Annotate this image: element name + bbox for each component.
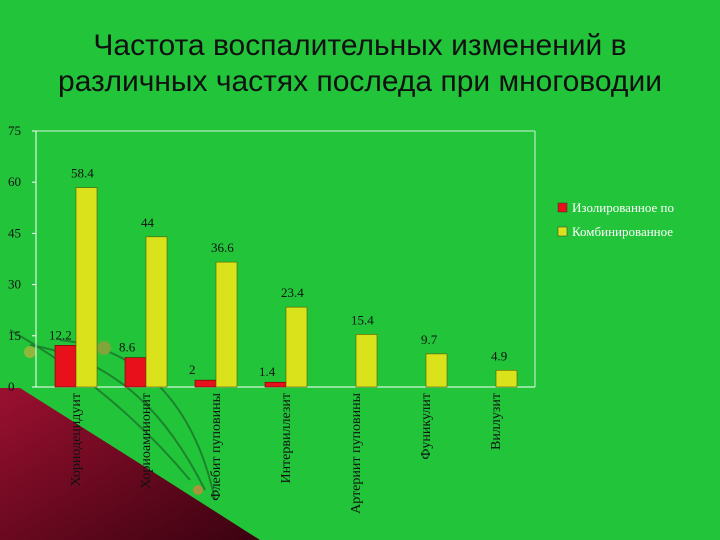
- data-label-combined: 23.4: [281, 285, 304, 300]
- legend-swatch: [557, 226, 568, 237]
- bar-combined: [425, 353, 448, 388]
- data-label-combined: 44: [141, 215, 155, 230]
- x-category-label: Виллузит: [489, 393, 504, 450]
- bar-combined: [495, 369, 518, 388]
- x-category-label: Хориодецидуит: [69, 393, 84, 486]
- slide-title-line-1: Частота воспалительных изменений в: [93, 29, 627, 62]
- x-category-label: Интервиллезит: [279, 393, 294, 484]
- x-category-label: Артериит пуповины: [349, 392, 364, 513]
- data-label-isolated: 2: [189, 362, 196, 377]
- decor-dot: [24, 346, 36, 358]
- data-label-combined: 36.6: [211, 240, 234, 255]
- x-category-label: Флебит пуповины: [209, 392, 224, 500]
- data-label-isolated: 12.2: [49, 327, 72, 342]
- y-tick-label: 0: [8, 379, 15, 394]
- bar-isolated: [124, 357, 147, 388]
- decor-maroon-wedge: [0, 388, 260, 540]
- y-tick-label: 45: [8, 225, 21, 240]
- bar-combined: [355, 334, 378, 388]
- data-label-combined: 15.4: [351, 312, 374, 327]
- slide-title: Частота воспалительных изменений в разли…: [0, 28, 720, 100]
- decor-dot: [97, 341, 111, 355]
- bar-isolated: [264, 381, 287, 388]
- y-tick-label: 30: [8, 277, 21, 292]
- data-label-combined: 58.4: [71, 166, 94, 181]
- x-category-label: Хориоамнионит: [139, 393, 154, 489]
- data-label-combined: 9.7: [421, 332, 438, 347]
- data-label-isolated: 1.4: [259, 364, 276, 379]
- legend-label: Изолированное по: [572, 200, 674, 215]
- y-tick-label: 60: [8, 174, 21, 189]
- legend-swatch: [557, 202, 568, 213]
- bar-combined: [75, 187, 98, 388]
- y-tick-label: 15: [8, 328, 21, 343]
- decor-dot: [193, 485, 203, 495]
- x-category-label: Фуникулит: [419, 393, 434, 460]
- bar-isolated: [54, 345, 77, 388]
- slide-title-line-2: различных частях последа при многоводии: [58, 65, 662, 98]
- bar-isolated: [194, 379, 217, 388]
- legend-label: Комбинированное: [572, 224, 673, 239]
- bar-combined: [215, 261, 238, 388]
- y-tick-label: 75: [8, 123, 21, 138]
- data-label-isolated: 8.6: [119, 340, 136, 355]
- bar-combined: [285, 306, 308, 388]
- bar-combined: [145, 236, 168, 388]
- data-label-combined: 4.9: [491, 348, 507, 363]
